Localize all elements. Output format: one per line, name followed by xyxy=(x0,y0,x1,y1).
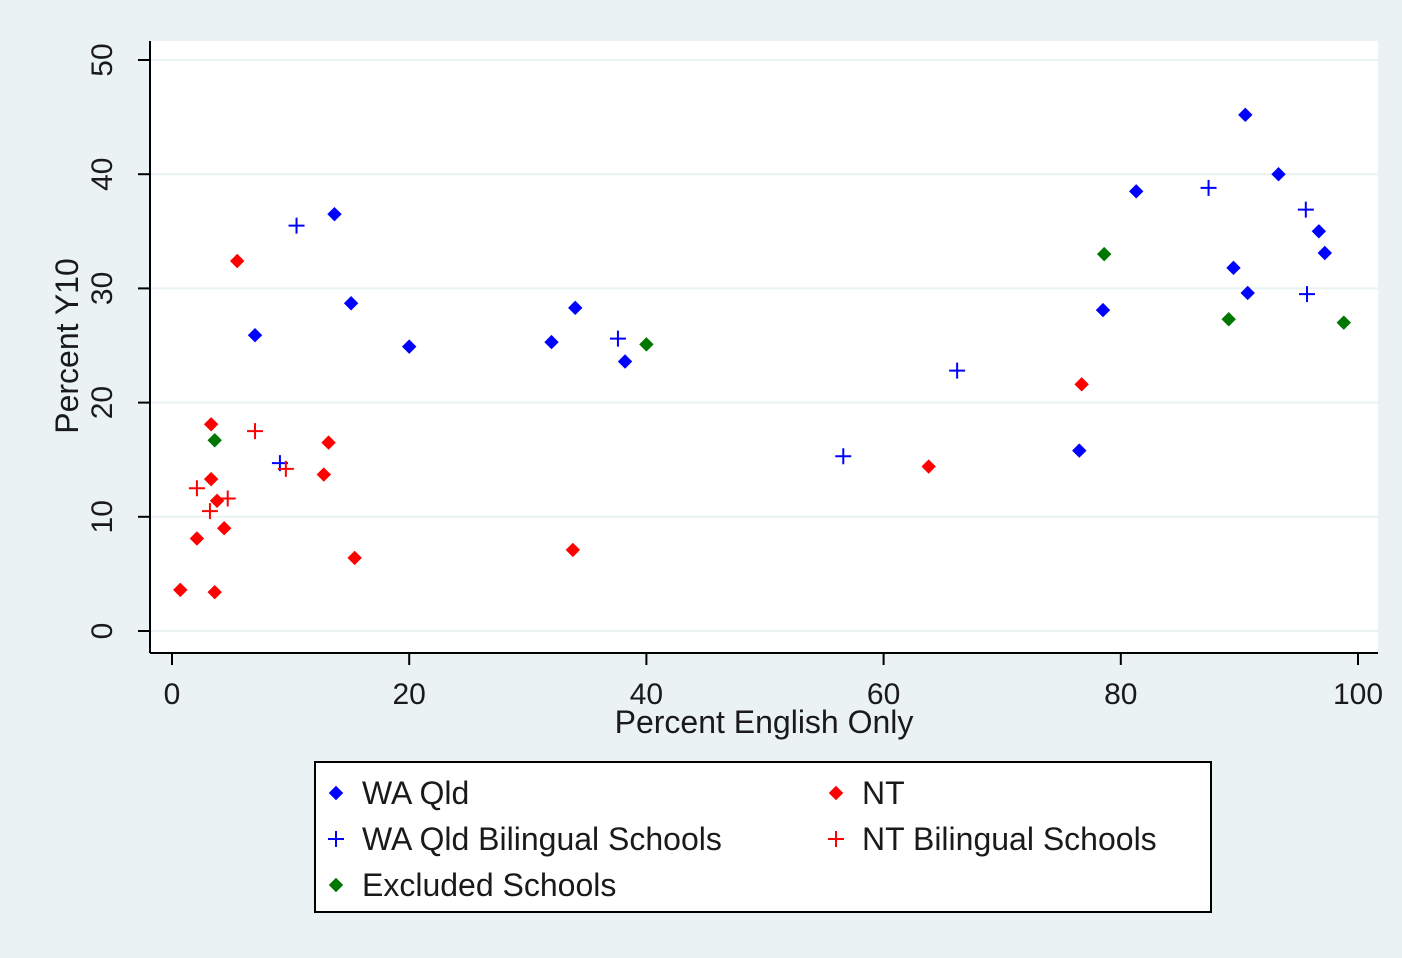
point-series-0-10 xyxy=(1226,260,1241,276)
point-series-2-1 xyxy=(288,217,305,234)
point-series-1-6 xyxy=(216,521,232,536)
point-series-2-2 xyxy=(609,330,626,347)
y-axis-title: Percent Y10 xyxy=(49,258,85,434)
point-series-0-15 xyxy=(1317,245,1332,261)
point-series-1-13 xyxy=(1074,377,1089,392)
point-series-4-0 xyxy=(207,433,222,448)
point-series-2-7 xyxy=(1299,286,1315,303)
point-series-2-5 xyxy=(1200,179,1217,196)
legend-box xyxy=(314,761,1212,913)
point-series-0-11 xyxy=(1238,107,1253,123)
point-series-3-1 xyxy=(201,503,218,520)
point-series-0-0 xyxy=(247,328,263,343)
axes: 0 10 20 30 40 50 0 20 40 60 80 100 xyxy=(86,41,1383,711)
point-series-3-4 xyxy=(277,460,294,477)
y-tick-label-30: 30 xyxy=(86,272,119,305)
x-tick-label-100: 100 xyxy=(1333,678,1383,711)
point-series-0-9 xyxy=(1129,184,1144,199)
plot-area xyxy=(150,41,1378,653)
x-axis-title: Percent English Only xyxy=(615,704,914,740)
point-series-2-3 xyxy=(835,448,852,465)
point-series-1-2 xyxy=(203,417,219,432)
point-series-0-5 xyxy=(568,300,583,316)
legend-label-0: WA Qld xyxy=(362,775,469,811)
legend-marker-3 xyxy=(828,831,844,847)
legend-label-1: NT xyxy=(862,775,905,811)
legend-marker-2 xyxy=(328,831,344,847)
point-series-3-0 xyxy=(188,480,205,497)
point-series-0-4 xyxy=(544,334,559,350)
point-series-3-3 xyxy=(247,423,264,440)
legend-marker-4 xyxy=(328,877,344,893)
point-series-2-4 xyxy=(949,362,966,379)
y-tick-label-10: 10 xyxy=(86,500,119,533)
legend-label-2: WA Qld Bilingual Schools xyxy=(362,821,722,857)
y-tick-label-50: 50 xyxy=(86,43,119,76)
point-series-3-2 xyxy=(219,490,236,507)
point-series-2-6 xyxy=(1297,201,1314,218)
y-tick-label-0: 0 xyxy=(86,623,119,640)
x-tick-label-20: 20 xyxy=(393,678,426,711)
legend-label-3: NT Bilingual Schools xyxy=(862,821,1157,857)
y-tick-label-20: 20 xyxy=(86,386,119,419)
point-series-0-1 xyxy=(327,206,342,222)
point-series-1-3 xyxy=(203,471,219,487)
point-series-0-3 xyxy=(401,339,417,354)
point-series-0-12 xyxy=(1240,285,1255,301)
y-tick-label-40: 40 xyxy=(86,158,119,191)
x-tick-label-0: 0 xyxy=(164,678,181,711)
point-series-4-3 xyxy=(1221,312,1236,327)
legend: WA Qld NT WA Qld Bilingual Schools NT Bilin… xyxy=(314,761,1212,913)
x-tick-label-60: 60 xyxy=(867,678,900,711)
point-series-4-2 xyxy=(1096,246,1112,262)
point-series-1-0 xyxy=(173,582,188,598)
point-series-1-12 xyxy=(921,459,936,474)
point-series-0-2 xyxy=(343,296,359,311)
x-tick-label-40: 40 xyxy=(630,678,663,711)
point-series-1-11 xyxy=(565,542,581,558)
point-series-1-1 xyxy=(189,531,205,546)
legend-label-4: Excluded Schools xyxy=(362,867,616,903)
point-series-1-4 xyxy=(207,584,222,600)
legend-marker-1 xyxy=(828,785,844,801)
point-series-0-8 xyxy=(1095,302,1111,318)
point-series-0-13 xyxy=(1271,166,1286,182)
point-series-4-1 xyxy=(639,337,654,352)
point-series-4-4 xyxy=(1336,315,1351,330)
point-series-1-7 xyxy=(230,253,245,269)
data-points xyxy=(173,107,1351,600)
gridlines xyxy=(150,59,1378,632)
point-series-0-6 xyxy=(617,354,633,369)
point-series-1-10 xyxy=(347,550,362,566)
point-series-1-9 xyxy=(321,435,336,450)
point-series-0-7 xyxy=(1072,443,1087,458)
point-series-0-14 xyxy=(1311,224,1327,239)
legend-items: WA Qld NT WA Qld Bilingual Schools NT Bilin… xyxy=(328,775,1157,903)
x-tick-label-80: 80 xyxy=(1104,678,1137,711)
point-series-1-8 xyxy=(316,467,332,482)
legend-marker-0 xyxy=(328,785,344,801)
